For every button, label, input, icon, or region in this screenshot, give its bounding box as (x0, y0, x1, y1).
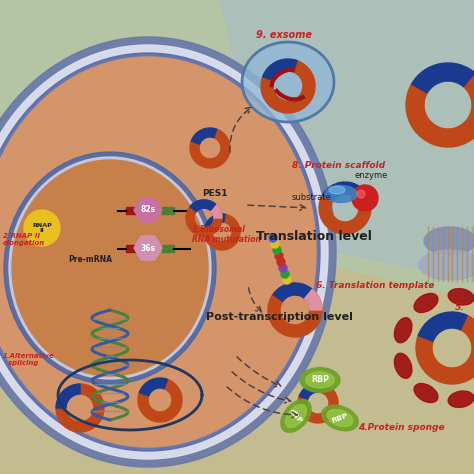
Wedge shape (204, 214, 225, 230)
Wedge shape (186, 204, 222, 236)
Text: Translation level: Translation level (256, 230, 372, 243)
Ellipse shape (281, 400, 311, 432)
Ellipse shape (329, 186, 345, 194)
Ellipse shape (394, 318, 412, 343)
Text: RNAP
II: RNAP II (32, 223, 52, 233)
Bar (162, 245, 174, 252)
Ellipse shape (12, 160, 208, 376)
Ellipse shape (285, 404, 307, 428)
Wedge shape (273, 283, 312, 301)
Circle shape (281, 270, 289, 278)
Text: 9. exsome: 9. exsome (256, 30, 312, 40)
Ellipse shape (448, 391, 474, 408)
Text: RBP: RBP (331, 412, 349, 424)
Wedge shape (418, 312, 467, 341)
Wedge shape (204, 214, 240, 250)
Text: substrate: substrate (292, 193, 332, 202)
Wedge shape (190, 129, 230, 168)
Circle shape (275, 252, 283, 260)
Ellipse shape (325, 185, 357, 202)
Text: dBP: dBP (288, 408, 304, 424)
Text: 1.Alternative
  splicing: 1.Alternative splicing (3, 353, 55, 366)
Circle shape (24, 210, 60, 246)
Wedge shape (416, 315, 474, 384)
Text: RBP: RBP (311, 375, 329, 384)
Circle shape (357, 190, 365, 198)
Wedge shape (299, 383, 325, 399)
Wedge shape (190, 200, 216, 211)
Wedge shape (406, 73, 474, 147)
Circle shape (352, 185, 378, 211)
Text: 5.: 5. (455, 303, 465, 312)
Text: 36s: 36s (140, 244, 155, 253)
Polygon shape (134, 236, 162, 260)
Circle shape (277, 258, 285, 266)
Text: 4.Protein sponge: 4.Protein sponge (358, 423, 445, 432)
Wedge shape (322, 182, 362, 201)
Wedge shape (209, 202, 222, 218)
Bar (126, 207, 138, 214)
Ellipse shape (306, 372, 334, 388)
Text: Post-transcription level: Post-transcription level (206, 312, 353, 322)
Ellipse shape (4, 152, 216, 384)
Wedge shape (263, 59, 297, 81)
Circle shape (279, 264, 287, 272)
Wedge shape (139, 378, 167, 396)
Polygon shape (0, 260, 474, 474)
Ellipse shape (0, 37, 336, 467)
Text: PES1: PES1 (202, 189, 228, 198)
Wedge shape (190, 200, 216, 211)
Bar (162, 207, 174, 214)
Wedge shape (319, 188, 371, 234)
Wedge shape (138, 379, 182, 422)
Wedge shape (191, 128, 217, 144)
Polygon shape (134, 198, 162, 222)
Wedge shape (56, 384, 104, 432)
Circle shape (273, 246, 281, 254)
Text: 8. Protein scaffold: 8. Protein scaffold (292, 161, 385, 170)
Ellipse shape (327, 410, 353, 427)
Polygon shape (220, 0, 474, 280)
Ellipse shape (448, 289, 474, 305)
Ellipse shape (300, 368, 340, 392)
Ellipse shape (322, 405, 358, 431)
Ellipse shape (9, 157, 211, 379)
Wedge shape (305, 289, 322, 310)
Circle shape (283, 276, 291, 284)
Ellipse shape (419, 250, 474, 280)
Ellipse shape (394, 353, 412, 378)
Ellipse shape (0, 45, 328, 459)
Wedge shape (411, 63, 474, 93)
Text: Pre-mRNA: Pre-mRNA (68, 255, 112, 264)
Bar (126, 245, 138, 252)
Text: 2.RNAP II
elongation: 2.RNAP II elongation (3, 233, 45, 246)
Circle shape (269, 234, 277, 242)
Text: 3.Ribosomal
RNA muturation: 3.Ribosomal RNA muturation (192, 225, 261, 244)
Text: 6. Translation template: 6. Translation template (316, 281, 434, 290)
Ellipse shape (414, 293, 438, 312)
Wedge shape (268, 289, 322, 337)
Wedge shape (298, 384, 338, 423)
Ellipse shape (0, 53, 320, 451)
Ellipse shape (414, 383, 438, 402)
Ellipse shape (242, 42, 334, 122)
Ellipse shape (424, 227, 474, 255)
Wedge shape (261, 61, 315, 113)
Text: 82s: 82s (140, 206, 155, 215)
Wedge shape (56, 384, 80, 408)
Text: enzyme: enzyme (355, 171, 388, 180)
Ellipse shape (0, 57, 316, 447)
Circle shape (271, 240, 279, 248)
